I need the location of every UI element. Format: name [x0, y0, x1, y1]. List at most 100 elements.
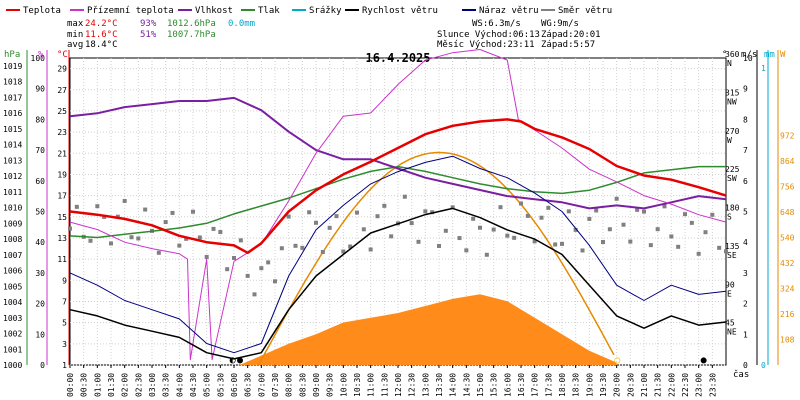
legend-label-1: Teplota [23, 6, 61, 16]
wind-direction-dot [184, 236, 189, 241]
ms-tick-label: 8 [743, 115, 748, 124]
ms-tick-label: 7 [743, 146, 748, 155]
x-tick-label: 20:30 [626, 373, 635, 397]
stats-max-label: max [67, 19, 84, 29]
wind-direction-dot [546, 205, 551, 210]
solar-radiation-area [239, 294, 617, 365]
ms-tick-label: 1 [743, 330, 748, 339]
temp-tick-label: 11 [57, 255, 67, 264]
x-tick-label: 07:00 [257, 373, 266, 397]
x-tick-label: 00:30 [80, 373, 89, 397]
pct-tick-label: 10 [35, 330, 45, 339]
wind-direction-dot [450, 205, 455, 210]
wind-direction-dot [710, 212, 715, 217]
ms-tick-label: 6 [743, 177, 748, 186]
x-tick-label: 22:00 [667, 373, 676, 397]
wind-direction-dot [580, 248, 585, 253]
wind-direction-dot [129, 235, 134, 240]
wind-direction-dot [355, 210, 359, 215]
legend-label-8: Směr větru [558, 6, 612, 16]
wind-direction-dot [662, 204, 667, 209]
pct-tick-label: 50 [35, 208, 45, 217]
wind-direction-dot [642, 209, 646, 214]
stats-min-press: 1007.7hPa [167, 30, 216, 40]
temp-tick-label: 19 [57, 170, 67, 179]
x-tick-label: 05:00 [203, 373, 212, 397]
w-tick-label: 864 [780, 157, 795, 166]
dir-tick-label: 45 [725, 319, 735, 328]
moonrise-marker: ● [701, 355, 707, 366]
humidity-line [69, 96, 727, 210]
temp-tick-label: 7 [62, 297, 67, 306]
wind-direction-dot [703, 230, 708, 235]
pct-tick-label: 30 [35, 269, 45, 278]
x-tick-label: 04:30 [189, 373, 198, 397]
temperature-line [69, 118, 727, 255]
pct-tick-label: 40 [35, 238, 45, 247]
wind-direction-dot [566, 209, 571, 214]
wind-direction-dot [259, 266, 264, 271]
wind-direction-dot [122, 198, 127, 203]
wind-direction-dot [211, 226, 216, 231]
x-tick-label: 08:00 [285, 373, 294, 397]
x-tick-label: 01:30 [107, 373, 116, 397]
x-axis-unit: čas [733, 369, 749, 380]
wind-direction-dot [170, 210, 175, 215]
wind-direction-dot [689, 220, 694, 225]
wind-direction-dot [648, 243, 653, 248]
wind-direction-dot [478, 225, 482, 230]
x-tick-label: 20:00 [613, 373, 622, 397]
dir-tick-compass: SE [727, 251, 737, 260]
wind-direction-dot [320, 250, 325, 255]
wind-direction-dot [74, 204, 79, 209]
wind-direction-dot [382, 203, 387, 208]
x-tick-label: 12:00 [394, 373, 403, 397]
ms-tick-label: 10 [743, 54, 753, 63]
hpa-tick-label: 1001 [3, 345, 22, 354]
hpa-tick-label: 1012 [3, 172, 22, 181]
stats-rain: 0.0mm [228, 19, 255, 29]
grid [70, 58, 726, 366]
hpa-tick-label: 1007 [3, 251, 22, 260]
pct-tick-label: 100 [31, 54, 46, 63]
stats-moonset: Západ:5:57 [541, 40, 595, 50]
wind-direction-dot [327, 225, 332, 230]
x-tick-label: 09:30 [326, 373, 335, 397]
hpa-tick-label: 1000 [3, 361, 22, 370]
x-tick-label: 06:00 [230, 373, 239, 397]
temp-tick-label: 25 [57, 107, 67, 116]
wind-direction-dot [348, 244, 353, 249]
wind-direction-dot [717, 245, 722, 250]
pct-tick-label: 80 [35, 115, 45, 124]
x-tick-label: 15:00 [476, 373, 485, 397]
wind-direction-dot [197, 235, 202, 240]
stats-ws: WS:6.3m/s [472, 19, 521, 29]
wind-direction-dot [232, 256, 236, 261]
wind-direction-dot [676, 244, 681, 249]
wind-direction-dot [286, 214, 291, 219]
temp-tick-label: 15 [57, 213, 67, 222]
hpa-tick-label: 1009 [3, 219, 22, 228]
stats-min-temp: 11.6°C [85, 30, 118, 40]
stats-max-press: 1012.6hPa [167, 19, 216, 29]
wind-direction-dot [95, 204, 100, 209]
legend-label-5: Srážky [309, 6, 342, 16]
x-tick-label: 00:00 [66, 373, 75, 397]
wind-direction-dot [443, 228, 448, 233]
ms-tick-label: 2 [743, 300, 748, 309]
stats-max-temp: 24.2°C [85, 19, 118, 29]
ms-tick-label: 4 [743, 238, 748, 247]
wind-direction-dot [491, 227, 496, 232]
hpa-tick-label: 1016 [3, 109, 22, 118]
wind-direction-dot [143, 207, 148, 212]
wind-direction-dot [437, 243, 441, 248]
pct-tick-label: 20 [35, 300, 45, 309]
wind-direction-dot [594, 208, 599, 213]
wind-direction-dot [560, 241, 564, 246]
w-tick-label: 324 [780, 284, 795, 293]
wind-direction-dot [109, 241, 113, 246]
ground-temperature-line [69, 49, 727, 361]
wind-direction-dot [375, 214, 380, 219]
wind-direction-dot [402, 194, 407, 199]
